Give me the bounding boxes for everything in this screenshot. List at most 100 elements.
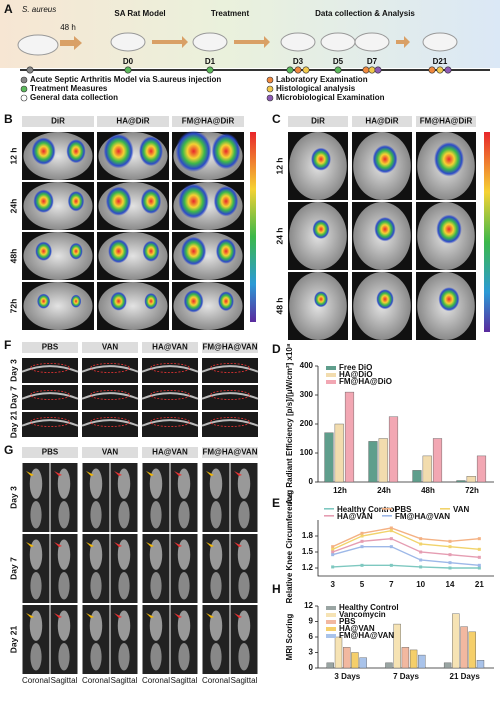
bar <box>418 654 426 669</box>
signal <box>108 239 130 264</box>
marker <box>360 531 364 535</box>
timeline-dot <box>302 66 310 74</box>
roi-outline <box>209 390 250 400</box>
signal <box>436 214 462 244</box>
x-tick-label: 10 <box>416 580 425 589</box>
rat-icon <box>110 32 146 52</box>
marker <box>389 529 393 533</box>
roi-outline <box>209 363 250 373</box>
bar <box>344 391 355 483</box>
signal <box>66 139 86 164</box>
image-body <box>23 282 93 330</box>
marker <box>448 539 452 543</box>
y-tick-label: 100 <box>300 448 314 457</box>
image <box>142 358 198 383</box>
arrow-marker <box>26 542 34 547</box>
column-header <box>97 116 169 127</box>
bone <box>57 539 71 570</box>
bar <box>409 649 418 669</box>
arrow <box>152 36 188 48</box>
tissue <box>141 365 199 373</box>
legend-text: Healthy Control <box>339 603 399 612</box>
signal <box>181 236 207 266</box>
bone <box>89 539 103 570</box>
legend-swatch <box>324 508 334 510</box>
roi-outline <box>90 390 131 400</box>
y-tick-label: 200 <box>300 419 314 428</box>
signal <box>140 188 162 214</box>
row-label: Day 7 <box>8 557 18 580</box>
y-tick-label: 6 <box>309 632 314 641</box>
column-header <box>352 116 412 127</box>
phase-title: Data collection & Analysis <box>315 9 415 18</box>
tissue <box>21 419 79 427</box>
column-header <box>172 116 244 127</box>
bar <box>476 660 485 669</box>
bone <box>89 610 103 641</box>
legend-dot <box>266 76 274 84</box>
arrow-marker <box>114 613 122 618</box>
x-tick-label: 3 <box>330 580 335 589</box>
row-label: 72h <box>8 299 18 314</box>
bone <box>210 642 222 671</box>
row-label: 24h <box>8 199 18 214</box>
bar <box>368 441 378 483</box>
bone <box>237 610 251 641</box>
bar <box>359 657 367 669</box>
signal <box>311 147 331 171</box>
marker <box>448 566 452 570</box>
bar <box>378 438 388 483</box>
arrow <box>396 36 410 48</box>
signal <box>178 183 209 219</box>
x-tick-label: 5 <box>360 580 365 589</box>
arrow-marker <box>26 471 34 476</box>
bone <box>30 642 42 671</box>
marker <box>477 547 481 551</box>
timeline-dot <box>334 66 342 74</box>
legend-text: Acute Septic Arthritis Model via S.aureu… <box>30 75 221 84</box>
y-axis-label: MRI Scoring <box>285 614 294 661</box>
bone <box>237 539 251 570</box>
arrow-marker <box>114 542 122 547</box>
column-header-text: VAN <box>102 448 119 457</box>
marker <box>331 545 335 549</box>
signal <box>374 216 396 242</box>
panel-label: C <box>272 112 281 126</box>
column-header <box>288 116 348 127</box>
legend-dot <box>20 76 28 84</box>
legend-swatch <box>382 508 392 510</box>
marker <box>389 537 393 541</box>
arrow-marker <box>146 471 154 476</box>
legend-swatch <box>326 613 336 617</box>
tissue <box>141 419 199 427</box>
marker <box>448 545 452 549</box>
bone <box>29 468 43 499</box>
timeline-dot <box>124 66 132 74</box>
signal <box>139 136 163 167</box>
arrow-marker <box>114 471 122 476</box>
signal <box>105 186 132 216</box>
signal <box>37 293 51 309</box>
y-tick-label: 1.8 <box>302 531 314 540</box>
bar <box>456 480 466 483</box>
legend-dot <box>266 94 274 102</box>
image-body <box>98 282 168 330</box>
signal <box>218 291 234 312</box>
bone <box>30 571 42 600</box>
y-axis-label: Relative Knee Circumference <box>285 492 294 603</box>
timeline-background <box>0 0 500 68</box>
marker <box>448 561 452 565</box>
arrow-marker <box>86 542 94 547</box>
roi-outline <box>90 363 131 373</box>
bar <box>334 636 343 669</box>
column-header-text: DiR <box>51 117 65 126</box>
marker <box>360 539 364 543</box>
marker <box>331 550 335 554</box>
row-label: Day 21 <box>8 626 18 654</box>
bone <box>150 642 162 671</box>
x-tick-label: 12h <box>333 486 347 495</box>
column-header <box>22 342 78 353</box>
bar <box>401 647 410 669</box>
row-label: 48 h <box>274 297 284 314</box>
view-label: Coronal <box>22 676 50 685</box>
